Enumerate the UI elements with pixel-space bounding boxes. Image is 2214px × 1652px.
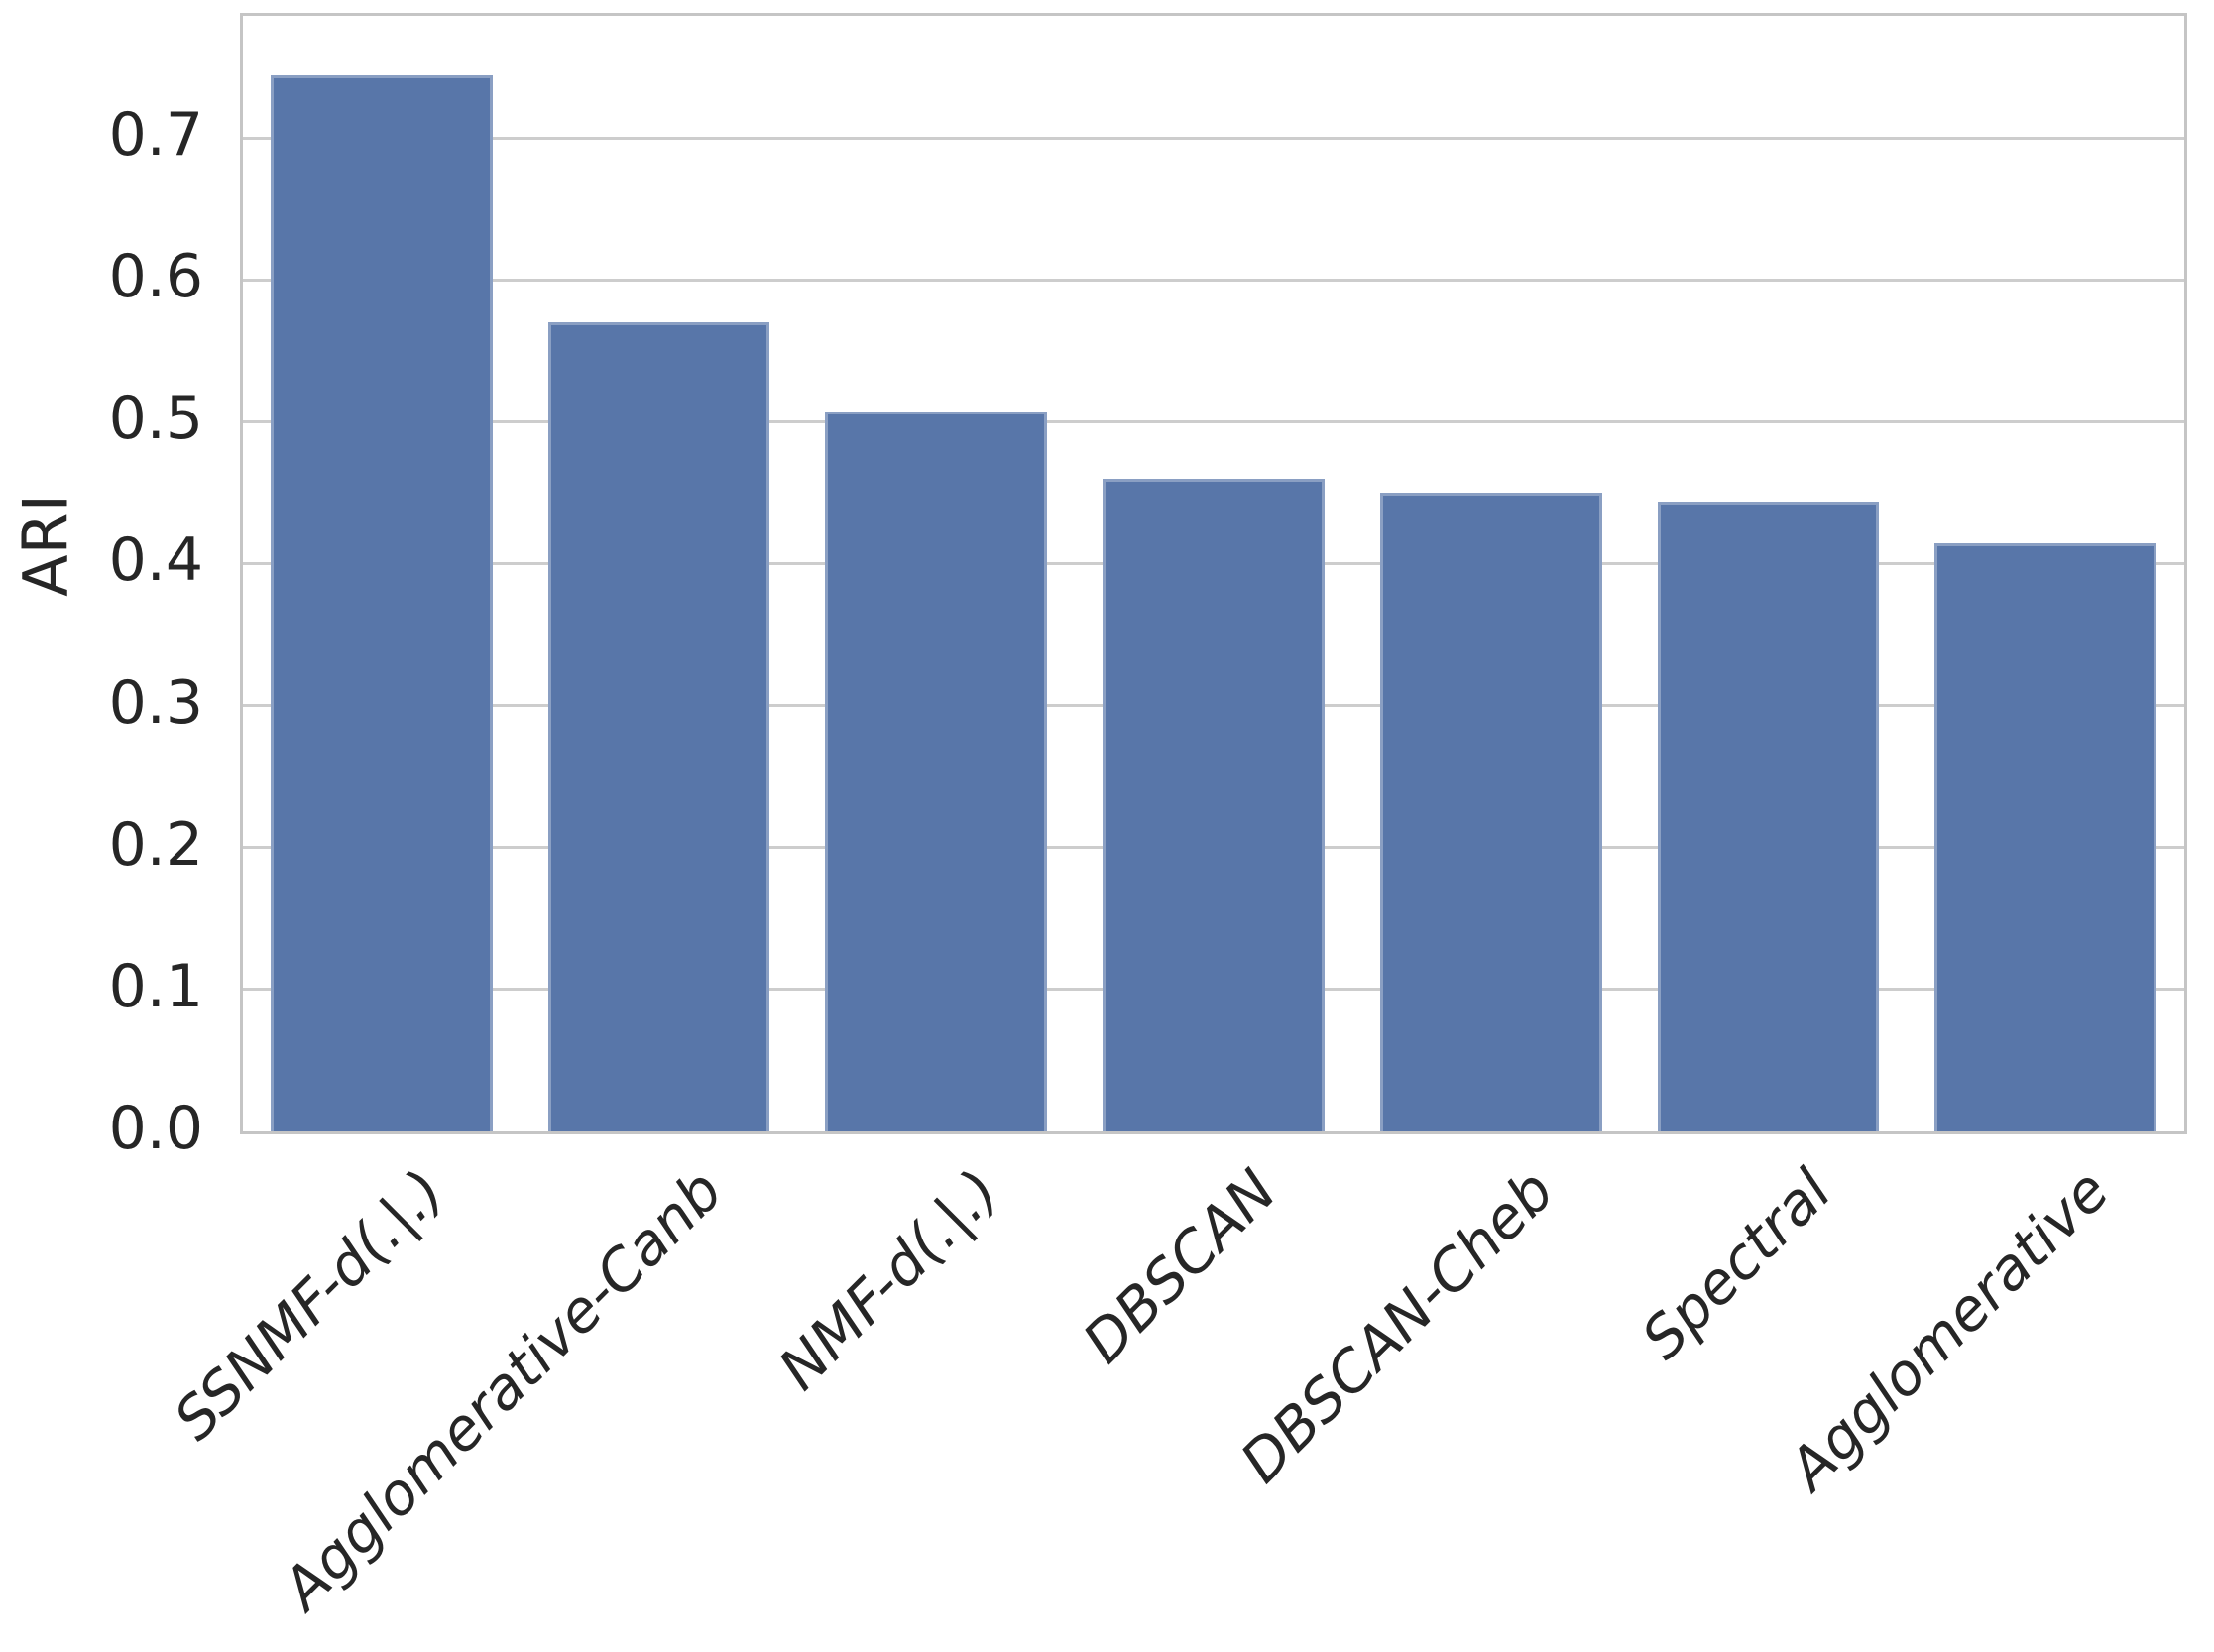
y-tick-label: 0.4 [108,526,203,596]
y-tick-label: 0.2 [108,809,203,880]
y-tick-label: 0.3 [108,667,203,738]
bar-spectral [1657,501,1880,1131]
gridline [243,278,2184,282]
bar-ssnmf-d [270,75,493,1131]
y-tick-label: 0.0 [108,1094,203,1163]
x-tick-label-ssnmf-d: SSNMF-d(.|.) [161,1156,458,1454]
bar-dbscan [1103,478,1325,1131]
y-tick-label: 0.6 [108,242,203,312]
bar-dbscan-cheb [1379,492,1602,1131]
bar-agglomerative-canb [547,322,770,1131]
bar-nmf-d [825,412,1048,1131]
x-tick-label-dbscan: DBSCAN [1070,1156,1290,1376]
bar-agglomerative [1934,543,2157,1131]
y-tick-label: 0.1 [108,951,203,1021]
gridline [243,419,2184,423]
plot-area [240,13,2187,1134]
y-tick-label: 0.7 [108,100,203,171]
y-tick-label: 0.5 [108,384,203,454]
x-tick-label-nmf-d: NMF-d(.|.) [765,1156,1012,1403]
x-tick-label-spectral: Spectral [1628,1156,1844,1372]
gridline [243,136,2184,140]
